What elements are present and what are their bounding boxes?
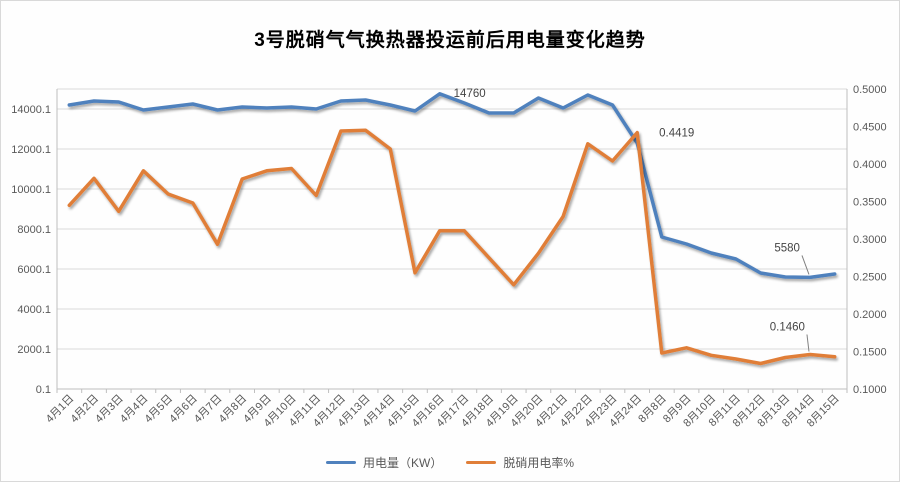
y-axis-label-left: 10000.1 — [11, 184, 51, 196]
rate-series-swatch — [466, 461, 497, 464]
y-axis-label-left: 2000.1 — [17, 344, 51, 356]
annotation-label: 5580 — [774, 242, 800, 254]
y-axis-label-left: 6000.1 — [17, 264, 51, 276]
y-axis-label-right: 0.5000 — [853, 84, 887, 96]
chart-title: 3号脱硝气气换热器投运前后用电量变化趋势 — [254, 30, 646, 51]
legend-label-power: 用电量（KW） — [362, 456, 443, 470]
power-series-swatch — [325, 461, 356, 464]
y-axis-label-right: 0.3500 — [853, 197, 887, 209]
annotation-label: 14760 — [454, 88, 486, 100]
y-axis-label-right: 0.1000 — [853, 384, 887, 396]
chart-legend: 用电量（KW） 脱硝用电率% — [1, 454, 899, 471]
y-axis-label-left: 14000.1 — [11, 104, 51, 116]
annotation-leader — [806, 334, 810, 352]
series-power-line — [67, 92, 837, 280]
y-axis-label-right: 0.4500 — [853, 122, 887, 134]
annotation-label: 0.4419 — [659, 128, 694, 140]
y-axis-label-left: 0.1 — [36, 384, 51, 396]
legend-item-rate: 脱硝用电率% — [466, 454, 574, 471]
annotation-leader — [801, 255, 810, 275]
legend-label-rate: 脱硝用电率% — [503, 456, 574, 470]
legend-item-power: 用电量（KW） — [325, 454, 443, 471]
series-rate-line — [67, 128, 837, 366]
y-axis-label-right: 0.1500 — [853, 347, 887, 359]
y-axis-label-left: 8000.1 — [17, 224, 51, 236]
y-axis-label-left: 12000.1 — [11, 144, 51, 156]
y-axis-label-right: 0.4000 — [853, 159, 887, 171]
annotation-label: 0.1460 — [770, 322, 805, 334]
y-axis-label-right: 0.2000 — [853, 309, 887, 321]
y-axis-label-right: 0.2500 — [853, 272, 887, 284]
y-axis-label-right: 0.3000 — [853, 234, 887, 246]
y-axis-label-left: 4000.1 — [17, 304, 51, 316]
